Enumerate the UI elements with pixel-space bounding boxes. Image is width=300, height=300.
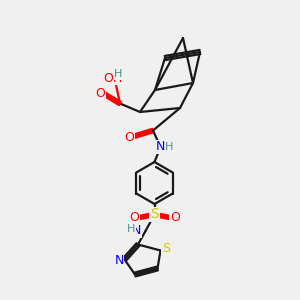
Text: N: N (156, 140, 165, 154)
Text: N: N (132, 224, 141, 238)
Text: S: S (150, 208, 159, 221)
Text: H: H (114, 69, 122, 79)
Text: N: N (114, 254, 124, 267)
Text: S: S (162, 242, 170, 256)
Text: H: H (127, 224, 135, 235)
Text: O: O (124, 131, 134, 144)
Text: OH: OH (103, 71, 123, 85)
Text: O: O (129, 211, 139, 224)
Text: H: H (165, 142, 174, 152)
Text: O: O (96, 87, 105, 100)
Text: O: O (170, 211, 180, 224)
